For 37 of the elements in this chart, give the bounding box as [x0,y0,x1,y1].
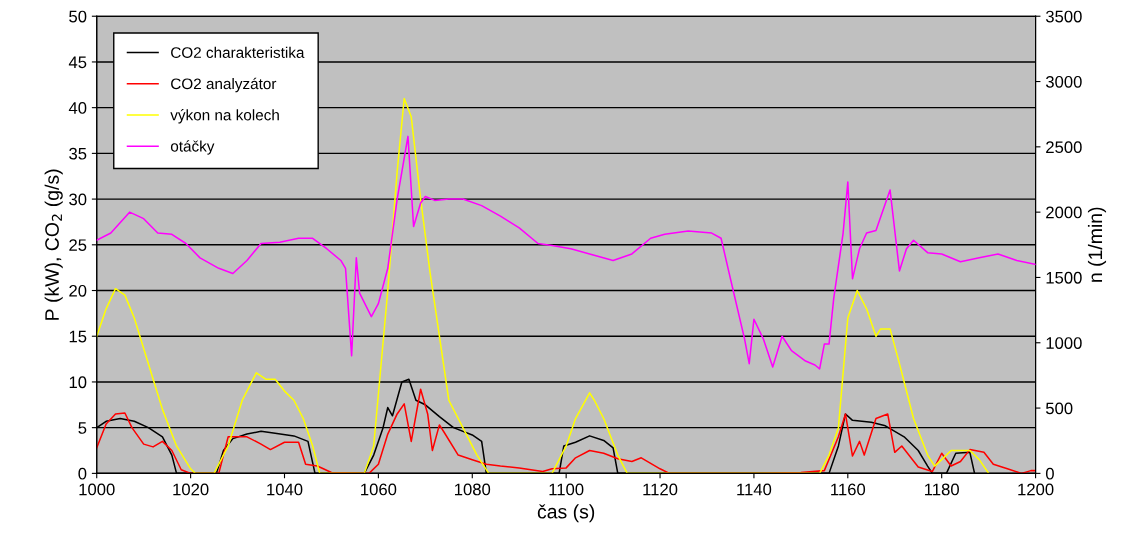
y-tick-label: 45 [68,56,87,69]
legend-label: výkon na kolech [170,109,279,124]
y-tick-label: 10 [69,376,87,389]
y2-axis-title: n (1/min) [1087,207,1107,282]
y-tick-label: 0 [78,467,87,480]
y2-tick-label: 2000 [1046,206,1082,219]
x-tick-label: 1140 [737,483,772,496]
y-tick-label: 30 [69,193,87,206]
y2-tick-label: 3500 [1045,10,1082,23]
x-tick-label: 1040 [267,483,303,496]
x-tick-label: 1020 [173,483,209,496]
x-tick-label: 1060 [361,483,397,496]
y2-tick-label: 0 [1045,467,1054,480]
y-tick-label: 5 [78,422,87,434]
y-tick-label: 35 [69,147,87,160]
y2-tick-label: 3000 [1045,75,1082,88]
y-axis-title: P (kW), CO$_{2}$ (g/s) [44,169,63,320]
legend-label: otáčky [170,140,215,155]
y2-tick-label: 500 [1045,402,1073,415]
y2-tick-label: 1500 [1046,271,1082,284]
y-tick-label: 40 [68,102,87,114]
legend-label: CO2 charakteristika [171,46,305,58]
y-tick-label: 20 [69,284,87,297]
x-tick-label: 1000 [79,483,115,496]
x-tick-label: 1160 [831,483,866,496]
y2-tick-label: 1000 [1046,337,1082,349]
x-tick-label: 1200 [1018,483,1054,496]
legend-label: CO2 analyzátor [171,77,277,93]
y2-tick-label: 2500 [1046,141,1082,154]
y-tick-label: 50 [69,10,87,23]
x-tick-label: 1180 [925,483,959,496]
x-tick-label: 1100 [549,483,584,496]
x-tick-label: 1120 [643,483,678,496]
x-axis-title: čas (s) [537,504,595,523]
y-tick-label: 25 [69,239,87,252]
x-tick-label: 1080 [455,483,491,496]
y-tick-label: 15 [69,330,87,343]
